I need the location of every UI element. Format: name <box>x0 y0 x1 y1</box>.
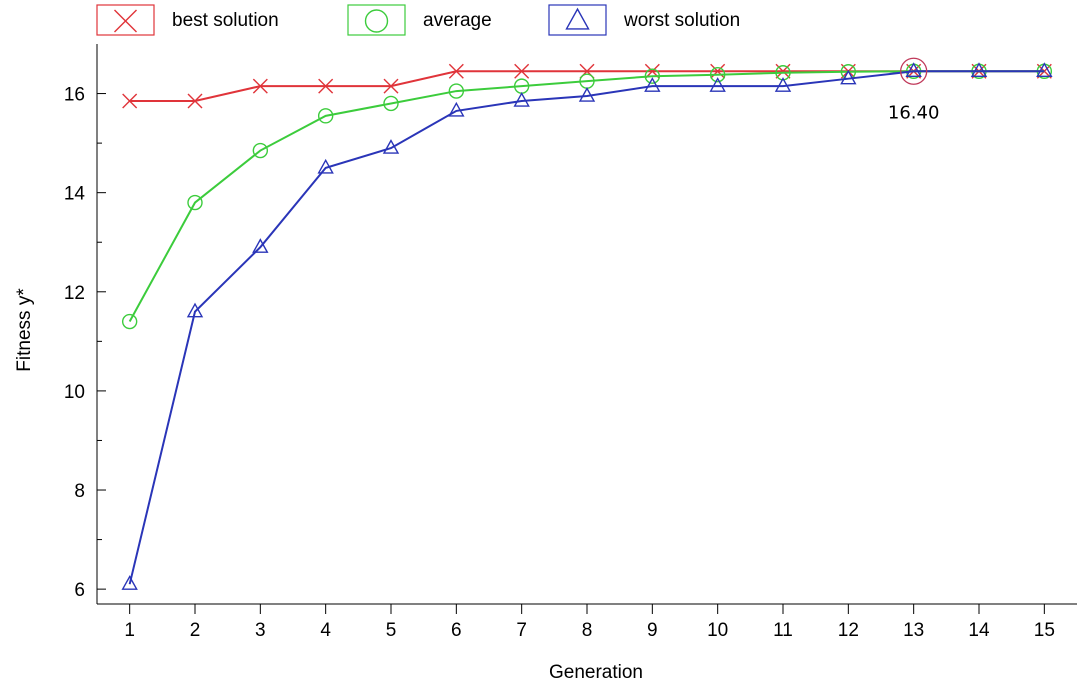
data-point-best-solution <box>710 63 726 79</box>
data-point-best-solution <box>318 78 334 94</box>
y-tick-label: 16 <box>64 85 85 106</box>
x-tick-label: 4 <box>320 620 331 641</box>
marker-stroke <box>448 63 464 79</box>
marker-stroke <box>775 63 791 79</box>
x-tick-label: 5 <box>386 620 397 641</box>
data-point-average <box>448 83 465 99</box>
marker-stroke <box>114 9 137 33</box>
highlight-circle <box>900 57 928 85</box>
data-point-average <box>121 313 138 330</box>
legend-item-best-solution: best solution <box>96 4 279 36</box>
y-tick-label: 10 <box>64 382 85 403</box>
series-worst-solution <box>121 62 1053 590</box>
series-layer <box>121 62 1053 590</box>
series-line-average <box>128 70 1045 323</box>
marker-stroke <box>187 93 203 109</box>
data-point-worst-solution <box>1036 62 1053 77</box>
data-point-best-solution <box>122 93 138 109</box>
data-point-worst-solution <box>121 575 138 590</box>
y-tick-label: 8 <box>74 481 85 502</box>
y-tick-label: 14 <box>64 184 86 205</box>
x-tick-label: 11 <box>773 620 793 641</box>
data-point-average <box>709 67 726 83</box>
data-point-worst-solution <box>382 139 400 154</box>
marker-stroke <box>252 78 268 94</box>
legend-item-average: average <box>347 4 492 36</box>
data-point-worst-solution <box>448 101 465 117</box>
data-point-average <box>644 68 661 84</box>
data-point-worst-solution <box>644 77 661 92</box>
legend: best solution average worst solution <box>96 4 740 36</box>
data-point-best-solution <box>514 63 530 79</box>
x-tick-label: 14 <box>968 620 990 641</box>
marker-stroke <box>318 78 334 94</box>
x-tick-label: 10 <box>707 620 728 641</box>
data-point-worst-solution <box>252 238 269 253</box>
legend-label: average <box>423 10 492 31</box>
x-tick-label: 13 <box>903 620 924 641</box>
data-point-average <box>187 194 203 211</box>
data-point-worst-solution <box>970 62 988 77</box>
legend-label: best solution <box>172 10 279 31</box>
legend-swatch-box <box>96 4 155 36</box>
x-tick-label: 9 <box>647 620 658 641</box>
marker-stroke <box>383 78 399 94</box>
annotation-layer: 16.40 <box>888 57 940 123</box>
data-point-average <box>252 142 269 159</box>
series-line-worst-solution <box>128 70 1045 585</box>
x-tick-label: 12 <box>838 620 859 641</box>
y-tick-label: 6 <box>74 580 85 601</box>
data-point-best-solution <box>448 63 464 79</box>
legend-marker-worst-solution <box>565 7 590 30</box>
x-tick-label: 6 <box>451 620 462 641</box>
plot-frame <box>96 44 1077 605</box>
data-point-worst-solution <box>774 77 792 92</box>
marker-stroke <box>514 63 530 79</box>
x-tick-label: 3 <box>255 620 266 641</box>
data-point-worst-solution <box>578 87 596 102</box>
y-axis: 6 8 10 12 14 16 <box>64 85 106 601</box>
legend-label: worst solution <box>623 10 740 31</box>
y-tick-label: 12 <box>64 283 85 304</box>
x-tick-label: 8 <box>582 620 593 641</box>
data-point-average <box>383 95 399 112</box>
data-point-average <box>317 108 334 124</box>
marker-stroke <box>122 93 138 109</box>
data-point-worst-solution <box>840 69 857 85</box>
x-tick-label: 7 <box>516 620 527 641</box>
data-point-best-solution <box>252 78 268 94</box>
legend-item-worst-solution: worst solution <box>548 4 740 36</box>
data-point-worst-solution <box>513 91 530 107</box>
data-point-worst-solution <box>186 302 204 318</box>
data-point-best-solution <box>187 93 203 109</box>
data-point-best-solution <box>775 63 791 79</box>
data-point-worst-solution <box>709 77 726 92</box>
annotation-label: 16.40 <box>888 102 940 123</box>
x-tick-label: 2 <box>190 620 201 641</box>
y-axis-title: Fitness y* <box>14 288 35 372</box>
x-axis: 1 2 3 4 5 6 7 8 9 10 11 12 13 14 15 <box>124 604 1055 641</box>
x-tick-label: 1 <box>124 620 135 641</box>
x-tick-label: 15 <box>1034 620 1055 641</box>
legend-marker-best-solution <box>114 9 137 33</box>
data-point-worst-solution <box>317 158 334 174</box>
data-point-best-solution <box>383 78 399 94</box>
data-point-worst-solution <box>905 62 922 77</box>
x-axis-title: Generation <box>549 662 643 683</box>
marker-stroke <box>710 63 726 79</box>
legend-marker-average <box>364 9 389 33</box>
